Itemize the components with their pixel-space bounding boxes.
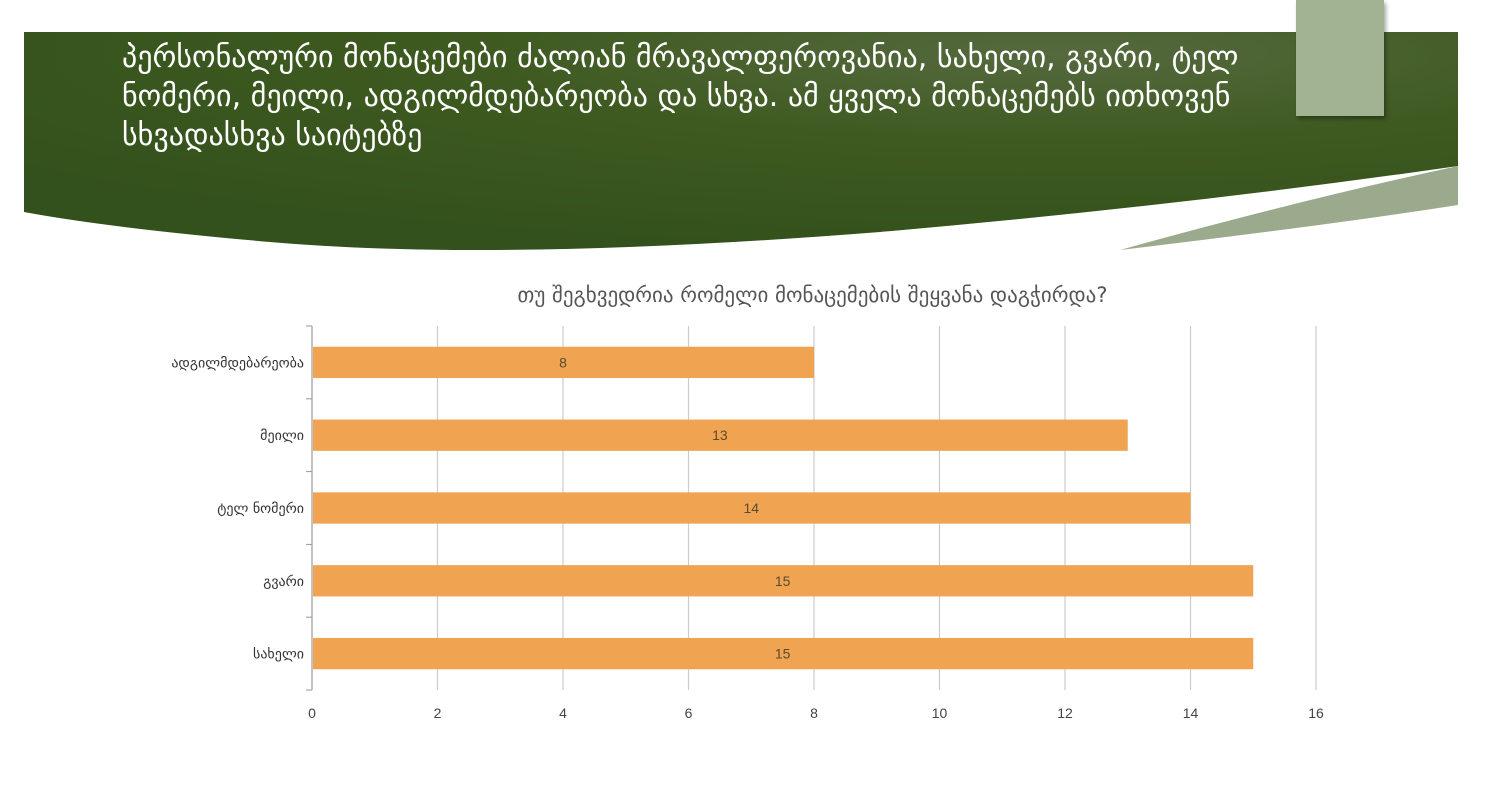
slide-title: პერსონალური მონაცემები ძალიან მრავალფერო… xyxy=(122,40,1239,153)
data-label-1: 8 xyxy=(559,354,567,370)
x-tick-label-0: 0 xyxy=(308,705,316,721)
data-label-4: 15 xyxy=(775,573,791,589)
labels: 0 2 4 6 8 10 12 14 16 ადგილმდებარეობა 8 მეილი 13 ტელ … xyxy=(171,354,1324,721)
category-label-1: ადგილმდებარეობა xyxy=(171,354,304,371)
x-tick-label-6: 6 xyxy=(685,705,693,721)
x-tick-label-10: 10 xyxy=(932,705,948,721)
bar-3 xyxy=(313,492,1191,524)
x-tick-label-14: 14 xyxy=(1183,705,1199,721)
bar-2 xyxy=(313,419,1128,451)
x-tick-label-16: 16 xyxy=(1308,705,1324,721)
bars xyxy=(313,346,1254,670)
x-tick-label-4: 4 xyxy=(559,705,567,721)
corner-tab-decoration xyxy=(1296,0,1384,116)
title-banner xyxy=(24,32,1458,250)
x-tick-label-8: 8 xyxy=(810,705,818,721)
category-label-4: გვარი xyxy=(263,573,304,590)
bar-5 xyxy=(313,637,1254,670)
data-label-5: 15 xyxy=(775,646,791,662)
x-tick-label-2: 2 xyxy=(434,705,442,721)
category-label-3: ტელ ნომერი xyxy=(217,500,304,517)
bar-1 xyxy=(313,346,814,379)
data-label-3: 14 xyxy=(743,500,759,516)
data-label-2: 13 xyxy=(712,427,728,443)
chart-title: თუ შეგხვედრია რომელი მონაცემების შეყვანა… xyxy=(517,283,1108,307)
bar-4 xyxy=(313,565,1254,597)
x-tick-label-12: 12 xyxy=(1057,705,1073,721)
category-label-2: მეილი xyxy=(260,428,304,444)
axes xyxy=(306,325,313,691)
category-label-5: სახელი xyxy=(253,647,304,663)
